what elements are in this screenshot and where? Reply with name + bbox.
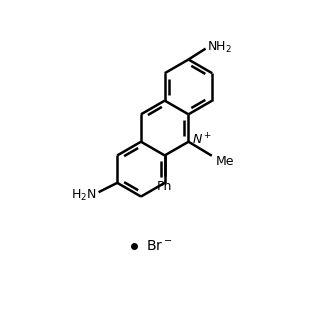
Text: H$_2$N: H$_2$N (71, 188, 97, 203)
Text: NH$_2$: NH$_2$ (207, 40, 232, 55)
Text: Ph: Ph (157, 180, 172, 193)
Text: Me: Me (216, 155, 234, 168)
Text: $\mathit{N}^+$: $\mathit{N}^+$ (192, 133, 212, 148)
Text: Br$^-$: Br$^-$ (146, 239, 172, 253)
